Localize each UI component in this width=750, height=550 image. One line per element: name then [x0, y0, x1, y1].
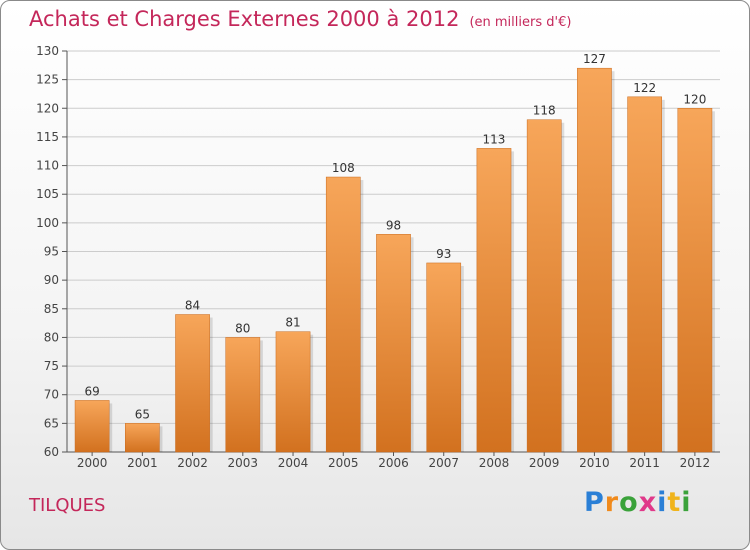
- value-label: 127: [583, 52, 606, 66]
- value-label: 80: [235, 321, 250, 335]
- bar: [627, 96, 662, 453]
- x-tick-label: 2011: [629, 456, 660, 470]
- x-tick-label: 2004: [278, 456, 309, 470]
- bar: [74, 400, 110, 453]
- value-label: 122: [633, 81, 656, 95]
- logo-letter: o: [619, 487, 639, 518]
- chart-subtitle: (en milliers d'€): [469, 15, 572, 30]
- y-tick-label: 105: [36, 187, 59, 201]
- value-label: 118: [533, 104, 556, 118]
- value-label: 120: [683, 92, 706, 106]
- y-tick-label: 70: [44, 388, 59, 402]
- x-tick-label: 2009: [529, 456, 560, 470]
- x-tick-label: 2001: [127, 456, 158, 470]
- bar: [476, 148, 512, 453]
- y-tick-label: 125: [36, 73, 59, 87]
- logo-letter: x: [638, 487, 658, 518]
- chart-title: Achats et Charges Externes 2000 à 2012 (e…: [29, 7, 571, 31]
- y-tick-label: 130: [36, 44, 59, 58]
- bar: [426, 262, 462, 453]
- value-label: 84: [185, 299, 200, 313]
- y-tick-label: 75: [44, 359, 59, 373]
- x-tick-label: 2005: [328, 456, 359, 470]
- y-tick-label: 85: [44, 302, 59, 316]
- y-tick-label: 95: [44, 245, 59, 259]
- y-tick-label: 120: [36, 101, 59, 115]
- x-tick-label: 2012: [680, 456, 711, 470]
- logo-letter: r: [604, 487, 620, 518]
- x-tick-label: 2008: [479, 456, 510, 470]
- x-tick-label: 2003: [228, 456, 259, 470]
- y-tick-label: 65: [44, 416, 59, 430]
- location-name: TILQUES: [29, 495, 106, 516]
- x-tick-label: 2010: [579, 456, 610, 470]
- logo-letter: i: [657, 487, 668, 518]
- value-label: 81: [285, 316, 300, 330]
- value-label: 93: [436, 247, 451, 261]
- bar: [376, 234, 411, 453]
- y-tick-label: 110: [36, 159, 59, 173]
- value-label: 113: [483, 132, 506, 146]
- logo-letter: P: [584, 487, 605, 518]
- chart-title-text: Achats et Charges Externes 2000 à 2012: [29, 7, 460, 31]
- bar: [275, 331, 311, 453]
- y-tick-label: 115: [36, 130, 59, 144]
- y-tick-label: 100: [36, 216, 59, 230]
- bar: [175, 314, 210, 453]
- x-tick-label: 2002: [177, 456, 208, 470]
- x-tick-label: 2000: [77, 456, 108, 470]
- y-tick-label: 80: [44, 330, 59, 344]
- value-label: 98: [386, 218, 401, 232]
- data-labels: 69 65 84 80 81 108 98 93 113 118 127 122 120: [84, 52, 706, 421]
- bar: [325, 176, 361, 453]
- bar: [526, 119, 562, 453]
- proxiti-logo: Proxiti: [584, 487, 692, 518]
- x-tick-label: 2006: [378, 456, 409, 470]
- value-label: 69: [84, 384, 99, 398]
- bar: [225, 337, 261, 453]
- logo-letter: t: [667, 487, 682, 518]
- bar: [677, 108, 713, 453]
- value-label: 65: [135, 407, 150, 421]
- logo-letter: i: [681, 487, 692, 518]
- x-tick-label: 2007: [428, 456, 459, 470]
- bar: [577, 67, 612, 453]
- value-label: 108: [332, 161, 355, 175]
- y-tick-label: 60: [44, 445, 59, 459]
- y-tick-label: 90: [44, 273, 59, 287]
- bars: [74, 67, 715, 453]
- bar: [125, 423, 160, 453]
